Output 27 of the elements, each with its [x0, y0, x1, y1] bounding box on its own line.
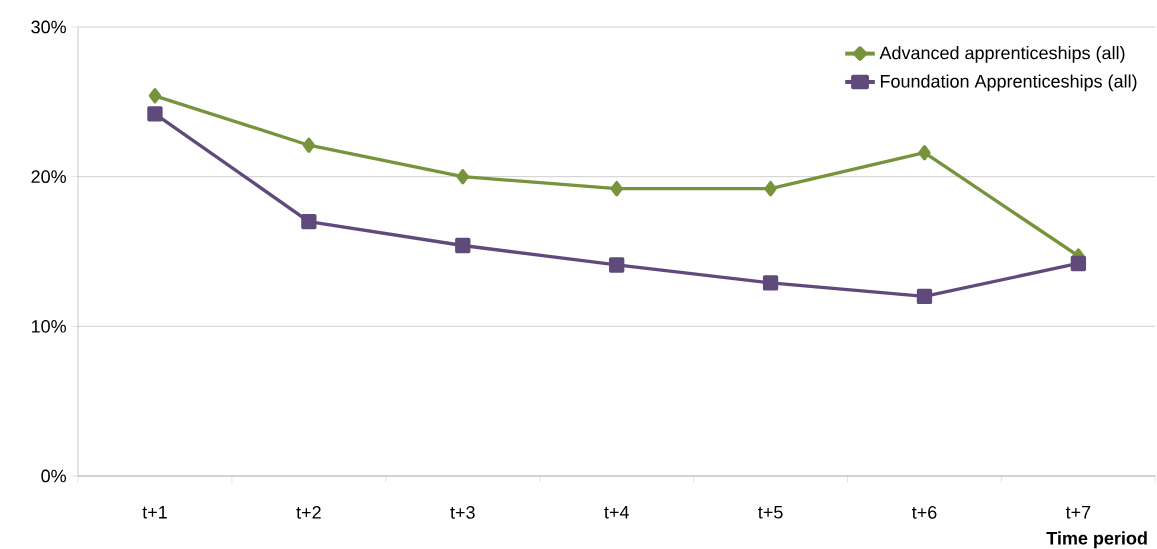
- x-tick-label: t+5: [758, 506, 783, 519]
- x-tick-label: t+2: [296, 506, 321, 519]
- y-tick-label: 0%: [41, 469, 66, 483]
- point: [148, 88, 162, 104]
- y-tick-label: 10%: [31, 319, 66, 333]
- x-tick-label: t+7: [1065, 506, 1091, 519]
- point: [1070, 255, 1087, 272]
- point: [918, 145, 931, 161]
- y-tick-label: 30%: [31, 20, 66, 34]
- point: [455, 237, 471, 254]
- x-tick-label: t+4: [604, 506, 629, 519]
- x-tick-label: t+3: [450, 506, 475, 519]
- point: [609, 257, 625, 273]
- point: [456, 168, 469, 185]
- point: [147, 106, 163, 122]
- legend-label: Advanced apprenticeships (all): [879, 46, 1125, 63]
- x-tick-label: t+6: [911, 506, 937, 519]
- point: [301, 213, 317, 230]
- point: [302, 137, 316, 153]
- x-axis-title: Time period: [1046, 531, 1147, 549]
- point: [916, 288, 933, 305]
- legend-label: Foundation Apprenticeships (all): [880, 74, 1137, 92]
- point: [764, 180, 777, 197]
- y-tick-label: 20%: [31, 170, 66, 184]
- x-tick-label: t+1: [142, 506, 167, 519]
- point: [762, 275, 779, 291]
- point: [610, 180, 623, 197]
